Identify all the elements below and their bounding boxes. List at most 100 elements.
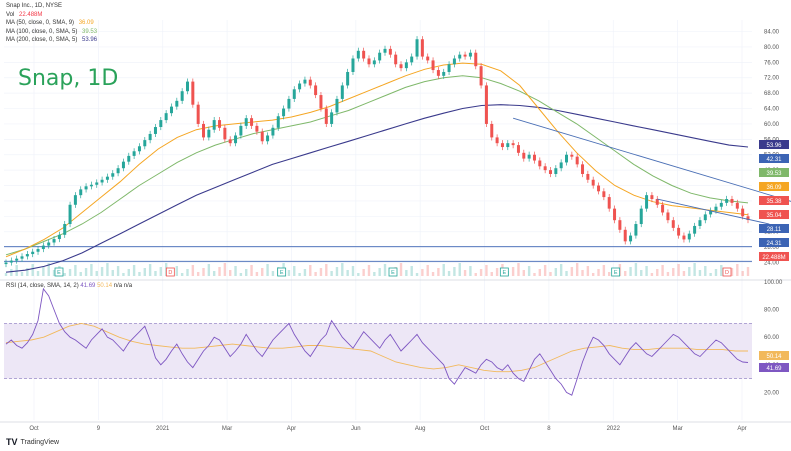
- price-axis-tick: 84.00: [764, 30, 780, 36]
- candle-body: [73, 195, 77, 205]
- candle-body: [239, 125, 243, 136]
- volume-bar: [122, 273, 125, 276]
- volume-bar: [106, 263, 109, 276]
- candle-body: [570, 154, 574, 157]
- candle-body: [597, 185, 601, 192]
- price-axis-tick: 72.00: [764, 76, 780, 82]
- volume-bar: [485, 265, 488, 276]
- candle-body: [394, 54, 398, 65]
- candle-body: [586, 173, 590, 180]
- price-axis-tick: 80.00: [764, 45, 780, 51]
- rsi-axis-tick: 80.00: [764, 308, 780, 314]
- volume-bar: [559, 264, 563, 276]
- volume-bar: [74, 265, 77, 276]
- volume-bar: [538, 269, 542, 276]
- rsi-legend-value: 41.69: [80, 283, 96, 289]
- time-axis-tick: Apr: [737, 426, 746, 432]
- candle-body: [698, 220, 702, 226]
- candle-body: [436, 70, 440, 76]
- volume-bar: [10, 269, 13, 276]
- candle-body: [591, 179, 595, 186]
- volume-bar: [287, 270, 291, 276]
- volume-bar: [255, 272, 259, 276]
- volume-bar: [314, 272, 317, 276]
- ma50-line: [5, 62, 749, 258]
- candle-body: [148, 133, 152, 141]
- candle-body: [287, 98, 291, 109]
- volume-bar: [79, 272, 82, 276]
- candle-body: [95, 182, 99, 185]
- candle-body: [623, 229, 627, 242]
- candle-body: [522, 152, 526, 159]
- volume-bar: [351, 266, 355, 276]
- price-marker-badge: [759, 154, 789, 163]
- candle-body: [260, 131, 264, 142]
- rsi-marker-label: 41.69: [766, 366, 782, 372]
- volume-bar: [335, 267, 339, 276]
- volume-bar: [223, 263, 227, 276]
- volume-bar: [624, 271, 627, 276]
- candle-body: [308, 79, 312, 86]
- candle-body: [319, 95, 323, 109]
- volume-bar: [442, 264, 445, 276]
- volume-bar: [202, 268, 205, 276]
- candle-body: [4, 262, 8, 265]
- tradingview-logo[interactable]: TV TradingView: [6, 437, 59, 447]
- price-marker-badge: [759, 252, 789, 261]
- volume-bar: [677, 264, 680, 276]
- candle-body: [191, 81, 195, 105]
- price-marker-label: 39.53: [766, 171, 782, 177]
- candle-body: [159, 120, 163, 128]
- volume-bar: [410, 266, 413, 276]
- ma100-value: 39.53: [82, 28, 98, 35]
- candle-body: [266, 135, 270, 142]
- volume-bar: [741, 271, 744, 276]
- event-marker: [499, 267, 509, 277]
- event-marker: [388, 267, 398, 277]
- volume-bar: [229, 270, 232, 276]
- price-marker-label: 22.488M: [762, 255, 785, 261]
- time-axis-tick: 8: [547, 426, 551, 432]
- candle-body: [298, 83, 302, 90]
- time-axis-tick: Oct: [480, 426, 490, 432]
- volume-bar: [458, 263, 461, 276]
- price-marker-badge: [759, 182, 789, 191]
- event-marker-label: E: [614, 270, 618, 276]
- volume-bar: [672, 268, 675, 276]
- candle-body: [36, 249, 40, 252]
- volume-bar: [693, 263, 696, 276]
- candle-body: [602, 191, 606, 198]
- price-marker-badge: [759, 140, 789, 149]
- volume-bar: [346, 270, 349, 276]
- volume-bar: [191, 265, 195, 276]
- candle-body: [196, 104, 200, 124]
- volume-bar: [15, 265, 18, 276]
- volume-bar: [42, 267, 45, 276]
- candle-body: [709, 210, 713, 215]
- candle-body: [682, 235, 686, 240]
- time-axis-tick: 2021: [156, 426, 170, 432]
- candle-body: [137, 146, 141, 152]
- candle-body: [442, 71, 446, 76]
- candle-body: [362, 50, 366, 59]
- price-axis-tick: 68.00: [764, 91, 780, 97]
- volume-bar: [421, 269, 424, 276]
- ma100-label: MA (100, close, 0, SMA, 5): [6, 28, 78, 35]
- volume-bar: [517, 263, 520, 276]
- volume-bar: [373, 272, 376, 276]
- candle-body: [15, 258, 19, 261]
- volume-bar: [111, 270, 114, 276]
- candle-body: [372, 60, 376, 65]
- candle-body: [207, 129, 211, 138]
- candle-body: [234, 135, 238, 144]
- candle-body: [495, 137, 499, 144]
- volume-bar: [325, 264, 328, 276]
- time-axis-tick: Mar: [672, 426, 682, 432]
- volume-bar: [495, 268, 499, 276]
- volume-bar: [666, 272, 670, 276]
- volume-bar: [367, 265, 371, 276]
- volume-bar: [431, 272, 435, 276]
- candle-body: [25, 254, 29, 257]
- volume-bar: [405, 270, 408, 276]
